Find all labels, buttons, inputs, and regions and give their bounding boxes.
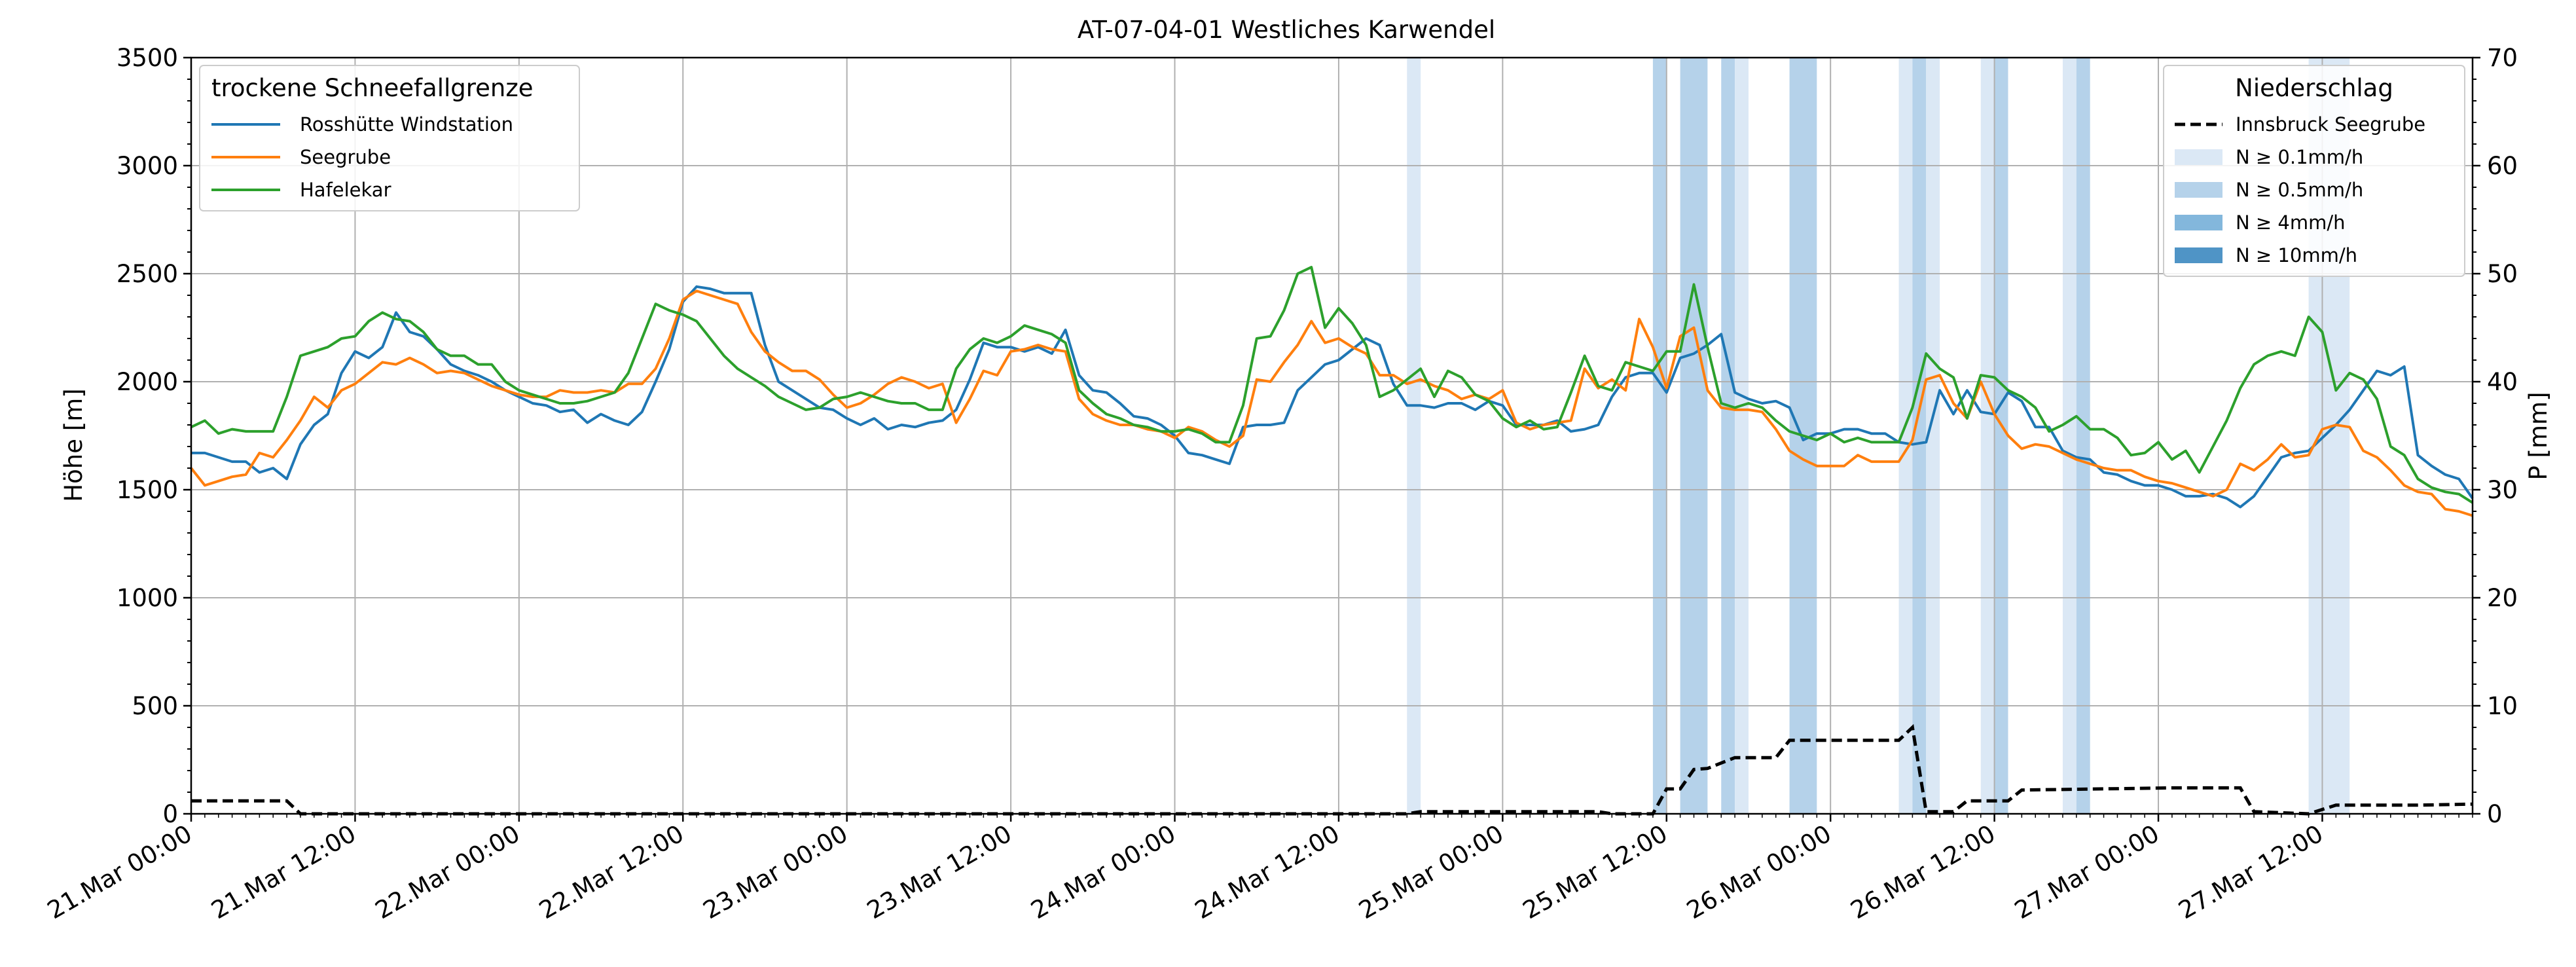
precip-band xyxy=(2062,58,2077,814)
x-tick-label: 21.Mar 00:00 xyxy=(43,820,196,925)
legend-swatch-level-1 xyxy=(2175,182,2222,198)
x-tick-label: 24.Mar 12:00 xyxy=(1190,820,1344,925)
y-tick-label: 3500 xyxy=(117,44,178,72)
y-tick-label-right: 30 xyxy=(2487,476,2518,504)
x-tick-label: 25.Mar 12:00 xyxy=(1518,820,1672,925)
x-tick-label: 23.Mar 00:00 xyxy=(698,820,852,925)
legend-label-level-0: N ≥ 0.1mm/h xyxy=(2236,146,2363,168)
precip-band xyxy=(1652,58,1667,814)
legend-swatch-level-0 xyxy=(2175,149,2222,165)
precip-band xyxy=(1994,58,2008,814)
legend-label-level-3: N ≥ 10mm/h xyxy=(2236,244,2357,266)
precip-band xyxy=(1898,58,1913,814)
y-tick-label: 1000 xyxy=(117,584,178,612)
snow-line-series xyxy=(190,266,2474,517)
precip-band xyxy=(1680,58,1708,814)
y-tick-label-right: 50 xyxy=(2487,260,2518,288)
y-axis-right: 0 10 20 30 40 50 60 70 xyxy=(2473,44,2518,828)
x-tick-label: 27.Mar 00:00 xyxy=(2010,820,2164,925)
legend-label-precip-line: Innsbruck Seegrube xyxy=(2236,113,2425,136)
precip-line xyxy=(191,723,2473,816)
legend-snow-title: trockene Schneefallgrenze xyxy=(211,74,534,102)
y-tick-label: 1500 xyxy=(117,476,178,504)
precip-band xyxy=(1407,58,1421,814)
y-tick-label-right: 10 xyxy=(2487,692,2518,720)
y-tick-label-right: 40 xyxy=(2487,368,2518,396)
legend-swatch-level-3 xyxy=(2175,247,2222,263)
x-tick-label: 21.Mar 12:00 xyxy=(206,820,360,925)
x-tick-label: 27.Mar 12:00 xyxy=(2174,820,2328,925)
x-axis: 21.Mar 00:00 21.Mar 12:00 22.Mar 00:00 22.M… xyxy=(43,814,2473,924)
y-tick-label: 2000 xyxy=(117,368,178,396)
chart-title: AT-07-04-01 Westliches Karwendel xyxy=(1078,16,1495,44)
x-tick-label: 26.Mar 12:00 xyxy=(1846,820,2000,925)
y-tick-label: 500 xyxy=(132,692,178,720)
legend-precip-title: Niederschlag xyxy=(2235,74,2393,102)
y-tick-label-right: 20 xyxy=(2487,584,2518,612)
x-tick-label: 22.Mar 12:00 xyxy=(534,820,688,925)
x-tick-label: 23.Mar 12:00 xyxy=(862,820,1016,925)
y-tick-label-right: 60 xyxy=(2487,152,2518,180)
legend-snow: trockene Schneefallgrenze Rosshütte Wind… xyxy=(199,65,580,211)
precip-band xyxy=(1912,58,1927,814)
series-line-1 xyxy=(190,289,2473,517)
legend-precip: Niederschlag Innsbruck Seegrube N ≥ 0.1m… xyxy=(2163,65,2465,277)
y-tick-label: 2500 xyxy=(117,260,178,288)
y-axis-label-left: Höhe [m] xyxy=(60,388,88,502)
legend-label-hafelekar: Hafelekar xyxy=(300,179,391,201)
y-tick-label: 3000 xyxy=(117,152,178,180)
x-tick-label: 26.Mar 00:00 xyxy=(1682,820,1836,925)
legend-label-seegrube: Seegrube xyxy=(300,146,391,168)
series-line-0 xyxy=(191,285,2474,509)
y-tick-label: 0 xyxy=(162,800,178,828)
x-tick-label: 24.Mar 00:00 xyxy=(1026,820,1180,925)
y-axis-left: 0 500 1000 1500 2000 2500 3000 3500 xyxy=(117,44,191,828)
legend-label-rosshuette: Rosshütte Windstation xyxy=(300,113,513,136)
y-tick-label-right: 70 xyxy=(2487,44,2518,72)
y-axis-label-right: P [mm] xyxy=(2524,392,2552,480)
precip-band xyxy=(2076,58,2090,814)
plot-frame xyxy=(190,56,2474,815)
precip-series xyxy=(191,723,2473,816)
precip-band xyxy=(1721,58,1735,814)
precip-band xyxy=(1926,58,1940,814)
x-tick-label: 22.Mar 00:00 xyxy=(371,820,524,925)
precip-band xyxy=(1980,58,1995,814)
legend-label-level-1: N ≥ 0.5mm/h xyxy=(2236,179,2363,201)
legend-label-level-2: N ≥ 4mm/h xyxy=(2236,211,2346,234)
x-tick-label: 25.Mar 00:00 xyxy=(1354,820,1508,925)
y-tick-label-right: 0 xyxy=(2487,800,2503,828)
precip-band xyxy=(1735,58,1749,814)
legend-swatch-level-2 xyxy=(2175,215,2222,230)
series-line-2 xyxy=(190,266,2474,504)
